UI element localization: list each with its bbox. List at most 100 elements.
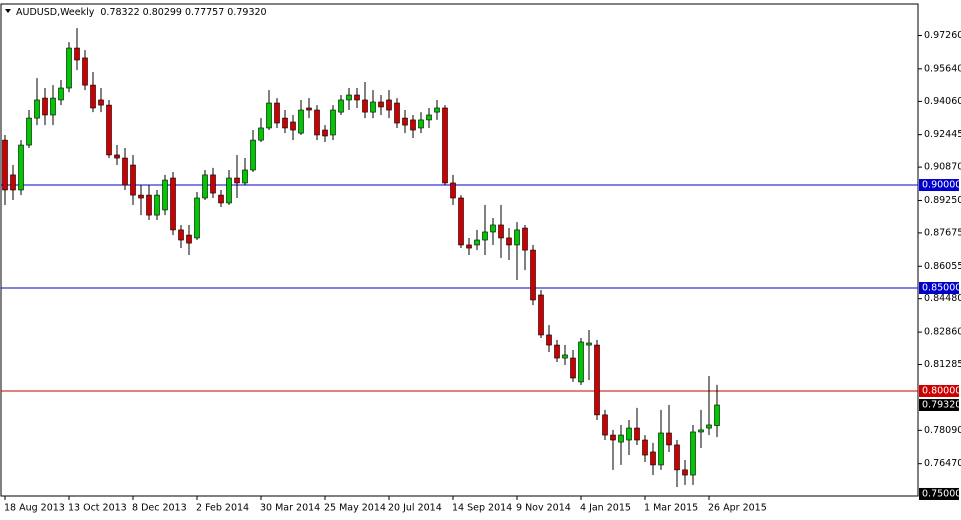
x-tick-label: 13 Oct 2013 [68, 503, 127, 514]
candle-body [130, 164, 136, 196]
price-label: 0.79320 [922, 399, 961, 410]
price-box [919, 398, 959, 411]
candle-body [562, 354, 568, 359]
y-tick-label: 0.78090 [924, 425, 961, 436]
candle-body [698, 429, 704, 433]
chart-title: AUDUSD,Weekly [16, 7, 95, 18]
candle-body [594, 344, 600, 416]
level-box [919, 179, 959, 192]
x-tick-label: 9 Nov 2014 [516, 503, 571, 514]
candle-body [10, 174, 16, 191]
candle-body [66, 47, 72, 89]
candle-body [210, 174, 216, 194]
candle-body [618, 434, 624, 443]
candle-body [410, 119, 416, 131]
candle-body [26, 117, 32, 146]
candle-body [378, 101, 384, 108]
candle-body [354, 94, 360, 101]
candle-body [306, 107, 312, 111]
x-tick-label: 4 Jan 2015 [580, 503, 631, 514]
candle-body [82, 57, 88, 86]
ohlc-label: 0.78322 0.80299 0.77757 0.79320 [100, 7, 266, 18]
candle-body [538, 294, 544, 336]
candle-body [658, 432, 664, 466]
y-tick-label: 0.92445 [924, 129, 961, 140]
candle-body [426, 114, 432, 121]
candle-body [106, 104, 112, 156]
candle-body [522, 227, 528, 251]
menu-arrow[interactable] [5, 9, 11, 13]
candle-body [714, 404, 720, 426]
level-label: 0.80000 [922, 385, 961, 396]
candle-body [418, 119, 424, 129]
candle-body [586, 342, 592, 346]
candle-body [146, 194, 152, 216]
y-tick-label: 0.84480 [924, 293, 961, 304]
candle-body [346, 94, 352, 101]
candle-body [442, 107, 448, 184]
x-tick-label: 2 Feb 2014 [196, 503, 249, 514]
candle-body [58, 87, 64, 101]
candle-body [682, 469, 688, 476]
candle-body [642, 439, 648, 456]
y-tick-label: 0.97260 [924, 30, 961, 41]
candle-body [178, 229, 184, 241]
candle-body [154, 194, 160, 216]
x-tick-label: 8 Dec 2013 [132, 503, 187, 514]
candle-body [610, 434, 616, 441]
candle-body [370, 101, 376, 113]
candle-body [218, 194, 224, 204]
y-tick-label: 0.94060 [924, 96, 961, 107]
candle-body [394, 102, 400, 124]
candle-body [170, 177, 176, 231]
candle-body [98, 99, 104, 106]
candle-body [554, 344, 560, 359]
x-tick-label: 18 Aug 2013 [4, 503, 65, 514]
x-tick-label: 20 Jul 2014 [388, 503, 442, 514]
candle-body [2, 139, 8, 191]
candle-body [690, 431, 696, 476]
candle-body [282, 117, 288, 129]
candle-body [194, 197, 200, 239]
chart-header: AUDUSD,Weekly 0.78322 0.80299 0.77757 0.7… [16, 7, 267, 18]
candle-body [290, 121, 296, 131]
candle-body [314, 109, 320, 136]
candle-body [138, 194, 144, 199]
candle-body [330, 109, 336, 136]
y-tick-label: 0.76470 [924, 458, 961, 469]
candle-body [274, 102, 280, 124]
x-tick-label: 1 Mar 2015 [644, 503, 698, 514]
candle-body [42, 97, 48, 116]
candle-body [674, 444, 680, 471]
y-tick-label: 0.87675 [924, 227, 961, 238]
level-box [919, 384, 959, 397]
y-tick-label: 0.82860 [924, 327, 961, 338]
candle-body [338, 99, 344, 113]
candle-body [602, 414, 608, 436]
price-label: 0.75000 [922, 488, 961, 499]
candle-body [114, 154, 120, 159]
candle-body [570, 357, 576, 379]
candle-body [34, 99, 40, 119]
candle-body [650, 451, 656, 466]
candle-body [266, 102, 272, 129]
candle-body [402, 117, 408, 126]
candle-body [474, 239, 480, 246]
level-label: 0.90000 [922, 180, 961, 191]
candle-body [234, 177, 240, 184]
candle-body [74, 47, 80, 61]
candle-body [90, 84, 96, 109]
candle-body [514, 229, 520, 246]
candle-body [250, 139, 256, 171]
candle-body [498, 224, 504, 239]
candle-body [18, 144, 24, 191]
candle-body [458, 197, 464, 246]
x-tick-label: 30 Mar 2014 [260, 503, 320, 514]
candle-body [466, 244, 472, 249]
candle-body [162, 179, 168, 211]
y-tick-label: 0.95640 [924, 63, 961, 74]
candle-body [386, 99, 392, 111]
candle-body [626, 427, 632, 441]
